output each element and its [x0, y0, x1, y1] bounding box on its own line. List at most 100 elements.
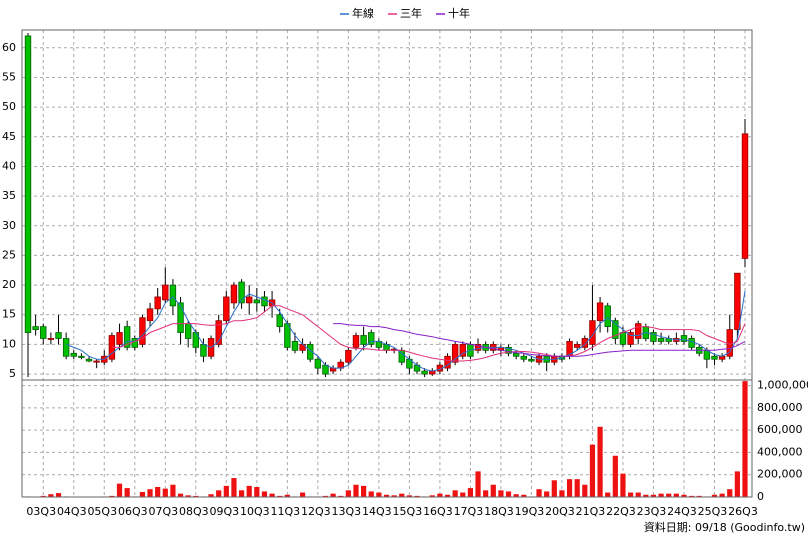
volume-bar [727, 489, 733, 497]
candle-body [581, 338, 589, 348]
candle-body [307, 344, 314, 360]
legend-label: 三年 [400, 6, 422, 20]
volume-tick-label: 800,000 [757, 401, 803, 414]
ma-line [111, 305, 746, 362]
x-tick-label: 22Q3 [606, 505, 636, 518]
volume-bar [429, 495, 435, 497]
candle-body [85, 358, 93, 362]
x-tick-label: 20Q3 [545, 505, 575, 518]
candle-body [505, 346, 512, 354]
candle-body [444, 355, 451, 369]
x-tick-label: 21Q3 [576, 505, 606, 518]
plot-frame [21, 29, 753, 498]
candle-body [154, 296, 161, 310]
volume-bar [55, 493, 62, 497]
volume-bar [322, 495, 329, 497]
volume-bar [170, 484, 176, 497]
ma-line [333, 323, 746, 357]
candle-body [573, 344, 581, 348]
candle-body [635, 323, 642, 339]
candle-body [604, 305, 611, 328]
candle-body [169, 284, 177, 307]
candle-body [688, 338, 695, 348]
y-tick-label: 15 [2, 308, 16, 321]
candle-body [711, 355, 718, 360]
x-tick-label: 18Q3 [484, 505, 514, 518]
volume-bar [406, 495, 412, 497]
volume-bar [399, 493, 405, 497]
candle-body [139, 317, 146, 345]
volume-bar [223, 485, 229, 497]
x-tick-label: 14Q3 [362, 505, 392, 518]
volume-bar [734, 471, 740, 497]
candle-body [345, 349, 352, 363]
y-tick-label: 20 [2, 278, 16, 291]
x-tick-label: 09Q3 [209, 505, 239, 518]
candle-body [657, 338, 665, 342]
volume-bar [605, 492, 611, 497]
volume-bar [696, 495, 702, 497]
x-tick-label: 03Q3 [26, 505, 56, 518]
x-tick-label: 24Q3 [667, 505, 697, 518]
candle-body [32, 326, 39, 330]
x-tick-label: 04Q3 [57, 505, 87, 518]
volume-bar [353, 484, 359, 497]
y-tick-label: 30 [2, 219, 16, 232]
x-tick-label: 25Q3 [698, 505, 728, 518]
marks [24, 32, 749, 497]
volume-bar [139, 491, 146, 497]
candle-body [596, 302, 604, 322]
volume-bar [574, 479, 580, 497]
volume-bar [330, 493, 336, 497]
volume-bar [452, 490, 458, 497]
volume-bar [559, 490, 565, 497]
x-tick-label: 17Q3 [454, 505, 484, 518]
volume-bar [505, 491, 512, 497]
candle-body [619, 332, 627, 345]
volume-bar [277, 495, 283, 497]
volume-bar [162, 488, 168, 497]
candle-body [322, 364, 329, 375]
x-tick-label: 13Q3 [332, 505, 362, 518]
y-tick-label: 45 [2, 130, 16, 143]
x-tick-label: 15Q3 [393, 505, 423, 518]
volume-tick-label: 0 [757, 490, 764, 503]
volume-tick-label: 200,000 [757, 468, 803, 481]
volume-bar [475, 471, 481, 497]
x-tick-label: 08Q3 [179, 505, 209, 518]
candle-body [741, 133, 749, 259]
volume-bar [742, 381, 748, 497]
candle-body [368, 332, 375, 345]
volume-bar [582, 484, 588, 497]
y-tick-label: 60 [2, 41, 16, 54]
volume-bar [254, 486, 260, 497]
volume-bar [238, 490, 245, 497]
volume-bar [711, 494, 718, 497]
volume-bar [345, 490, 351, 497]
volume-bar [635, 492, 641, 497]
candle-body [93, 360, 100, 363]
source-note: 資料日期: 09/18 (Goodinfo.tw) [644, 520, 805, 534]
candle-body [223, 296, 230, 322]
candle-body [528, 358, 535, 362]
candle-body [474, 344, 482, 351]
candle-body [70, 352, 77, 357]
volume-bar [269, 493, 275, 497]
candle-body [276, 314, 283, 328]
candle-body [459, 344, 466, 357]
volume-bar [116, 483, 123, 497]
volume-bar [467, 488, 474, 497]
volume-bar [490, 484, 496, 497]
candle-body [123, 326, 131, 348]
volume-bar [544, 491, 550, 497]
volume-bar [536, 489, 542, 497]
volume-bar [460, 492, 466, 497]
candle-body [421, 370, 428, 375]
volume-bar [391, 495, 397, 497]
x-tick-label: 11Q3 [271, 505, 301, 518]
volume-bar [361, 485, 367, 497]
volume-bar [124, 488, 130, 497]
volume-bar [40, 495, 46, 497]
volume-bar [284, 494, 290, 497]
